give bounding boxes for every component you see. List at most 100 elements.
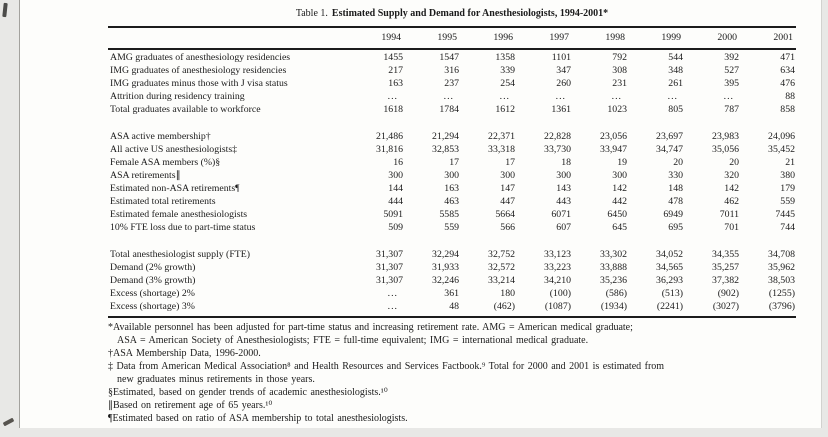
value-cell: 88 <box>785 91 795 102</box>
value-cell: 163 <box>388 78 403 89</box>
value-cell: ... <box>499 91 510 102</box>
table-row: Total anesthesiologist supply (FTE) 31,30… <box>108 247 796 261</box>
table-title: Table 1. Estimated Supply and Demand for … <box>108 6 796 22</box>
footnote-continuation: new graduates minus retirements in those… <box>117 374 315 385</box>
value-cell: 18 <box>561 157 571 168</box>
value-cell: 5664 <box>495 209 515 220</box>
value-cell: 19 <box>617 157 627 168</box>
row-label: Female ASA members (%)§ <box>110 157 221 168</box>
value-cell: 361 <box>444 288 459 299</box>
value-cell: (1934) <box>600 301 627 312</box>
table-row: AMG graduates of anesthesiology residenc… <box>108 49 796 64</box>
footnote: §Estimated, based on gender trends of ac… <box>108 387 388 398</box>
row-label: All active US anesthesiologists‡ <box>110 144 238 155</box>
table-row: IMG graduates of anesthesiology residenc… <box>108 64 796 77</box>
value-cell: ... <box>387 288 398 299</box>
value-cell: 320 <box>724 170 739 181</box>
row-label: Excess (shortage) 2% <box>110 288 195 299</box>
row-label: ASA retirements∥ <box>110 170 181 181</box>
value-cell: 1101 <box>551 52 571 63</box>
value-cell: 237 <box>444 78 459 89</box>
scan-artifact-top-left <box>2 2 8 18</box>
year-column-header: 2000 <box>684 26 740 50</box>
value-cell: 32,752 <box>488 249 515 260</box>
value-cell: 217 <box>388 65 403 76</box>
value-cell: 805 <box>668 104 683 115</box>
year-column-header: 1999 <box>628 26 684 50</box>
value-cell: 462 <box>724 196 739 207</box>
value-cell: 16 <box>393 157 403 168</box>
row-label: ASA active membership† <box>110 131 211 142</box>
value-cell: 34,052 <box>656 249 683 260</box>
table-row: ASA active membership† 21,486 21,294 22,371… <box>108 129 796 143</box>
value-cell: 1358 <box>495 52 515 63</box>
value-cell: 22,828 <box>544 131 571 142</box>
value-cell: 38,503 <box>768 275 795 286</box>
value-cell: 32,572 <box>488 262 515 273</box>
value-cell: 1361 <box>551 104 571 115</box>
value-cell: 509 <box>388 222 403 233</box>
value-cell: 33,302 <box>600 249 627 260</box>
value-cell: ... <box>667 91 678 102</box>
spacer-cell <box>108 116 796 129</box>
value-cell: 792 <box>612 52 627 63</box>
value-cell: 347 <box>556 65 571 76</box>
row-label: Total anesthesiologist supply (FTE) <box>110 249 250 260</box>
row-label: IMG graduates of anesthesiology residenc… <box>110 65 287 76</box>
value-cell: 1612 <box>495 104 515 115</box>
year-column-header: 1998 <box>572 26 628 50</box>
value-cell: 33,318 <box>488 144 515 155</box>
value-cell: 645 <box>612 222 627 233</box>
value-cell: 300 <box>612 170 627 181</box>
value-cell: 34,747 <box>656 144 683 155</box>
footnotes: *Available personnel has been adjusted f… <box>108 321 808 425</box>
table-row: Excess (shortage) 2%... 361 180 (100) (586) (… <box>108 287 796 300</box>
value-cell: 463 <box>444 196 459 207</box>
value-cell: 17 <box>505 157 515 168</box>
value-cell: 6071 <box>551 209 571 220</box>
value-cell: 33,947 <box>600 144 627 155</box>
row-label: Estimated non-ASA retirements¶ <box>110 183 240 194</box>
table-row: ASA retirements∥ 300 300 300 300 300 330 320 380 <box>108 169 796 182</box>
value-cell: ... <box>387 301 398 312</box>
value-cell: 5091 <box>383 209 403 220</box>
value-cell: 6450 <box>607 209 627 220</box>
value-cell: 6949 <box>663 209 683 220</box>
value-cell: 32,853 <box>432 144 459 155</box>
value-cell: 308 <box>612 65 627 76</box>
value-cell: 1784 <box>439 104 459 115</box>
table-container: Table 1. Estimated Supply and Demand for … <box>108 6 796 318</box>
value-cell: 32,294 <box>432 249 459 260</box>
footnote: ¶Estimated based on ratio of ASA members… <box>108 413 408 424</box>
value-cell: 179 <box>780 183 795 194</box>
value-cell: 142 <box>612 183 627 194</box>
table-row: Excess (shortage) 3%... 48 (462) (1087) (193… <box>108 300 796 317</box>
row-label: AMG graduates of anesthesiology residenc… <box>110 52 291 63</box>
value-cell: 300 <box>388 170 403 181</box>
value-cell: 527 <box>724 65 739 76</box>
value-cell: 442 <box>612 196 627 207</box>
value-cell: 447 <box>500 196 515 207</box>
value-cell: ... <box>611 91 622 102</box>
spacer-cell <box>108 234 796 247</box>
years-header-row: 1994 1995 1996 1997 1998 1999 2000 2001 <box>108 26 796 50</box>
table-row: Total graduates available to workforce 16… <box>108 103 796 116</box>
value-cell: ... <box>555 91 566 102</box>
row-label: Estimated total retirements <box>110 196 216 207</box>
value-cell: 37,382 <box>712 275 739 286</box>
value-cell: 787 <box>724 104 739 115</box>
value-cell: 300 <box>500 170 515 181</box>
value-cell: ... <box>387 91 398 102</box>
value-cell: 33,223 <box>544 262 571 273</box>
page: Table 1. Estimated Supply and Demand for … <box>19 0 822 428</box>
row-label: Total graduates available to workforce <box>110 104 261 115</box>
value-cell: 392 <box>724 52 739 63</box>
row-label: Demand (3% growth) <box>110 275 196 286</box>
row-label: Estimated female anesthesiologists <box>110 209 248 220</box>
value-cell: 48 <box>449 301 459 312</box>
value-cell: 31,307 <box>376 275 403 286</box>
footnote: ∥Based on retirement age of 65 years.¹⁰ <box>108 400 273 411</box>
value-cell: (3796) <box>768 301 795 312</box>
value-cell: 31,816 <box>376 144 403 155</box>
value-cell: ... <box>443 91 454 102</box>
